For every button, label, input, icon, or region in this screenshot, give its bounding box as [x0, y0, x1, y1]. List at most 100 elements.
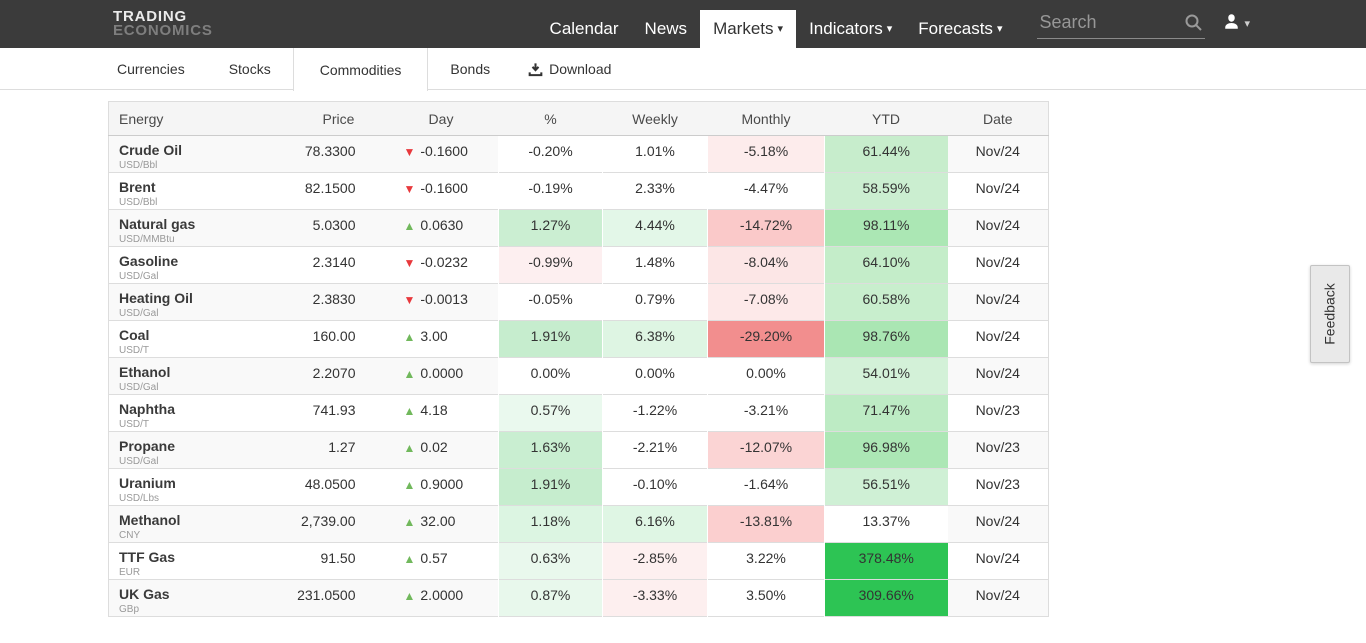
daily-percent-cell: 1.91% — [498, 468, 603, 506]
markets-tab-bar: Currencies Stocks Commodities Bonds Down… — [0, 48, 1366, 91]
commodity-name-link[interactable]: UK Gas — [119, 586, 170, 602]
commodity-name-link[interactable]: Uranium — [119, 475, 176, 491]
price-cell: 2,739.00 — [301, 513, 356, 529]
day-change-value: 32.00 — [420, 513, 456, 529]
table-row[interactable]: Gasoline USD/Gal 2.3140 ▼ -0.0232 -0.99% … — [108, 246, 1049, 284]
weekly-percent-cell: -2.21% — [602, 431, 708, 469]
tab-stocks[interactable]: Stocks — [207, 48, 293, 90]
commodity-unit: USD/Lbs — [119, 493, 160, 504]
commodity-name-link[interactable]: Coal — [119, 327, 150, 343]
change-triangle-icon: ▲ — [403, 441, 416, 455]
table-row[interactable]: Heating Oil USD/Gal 2.3830 ▼ -0.0013 -0.0… — [108, 283, 1049, 321]
tab-commodities[interactable]: Commodities — [292, 48, 429, 91]
table-row[interactable]: Methanol CNY 2,739.00 ▲ 32.00 1.18% 6.16%… — [108, 505, 1049, 543]
commodity-name-link[interactable]: Crude Oil — [119, 142, 183, 158]
energy-cell: Crude Oil USD/Bbl — [109, 136, 294, 173]
tab-bonds[interactable]: Bonds — [428, 48, 512, 90]
table-row[interactable]: Propane USD/Gal 1.27 ▲ 0.02 1.63% -2.21% … — [108, 431, 1049, 469]
commodity-name-link[interactable]: Methanol — [119, 512, 181, 528]
daily-percent-cell: 0.57% — [498, 394, 603, 432]
commodity-name-link[interactable]: Ethanol — [119, 364, 171, 380]
commodity-name-link[interactable]: Natural gas — [119, 216, 196, 232]
date-cell: Nov/24 — [975, 217, 1020, 233]
table-row[interactable]: Brent USD/Bbl 82.1500 ▼ -0.1600 -0.19% 2.… — [108, 172, 1049, 210]
table-row[interactable]: Ethanol USD/Gal 2.2070 ▲ 0.0000 0.00% 0.0… — [108, 357, 1049, 395]
weekly-percent-cell: 0.00% — [602, 357, 708, 395]
commodity-unit: USD/Gal — [119, 271, 159, 282]
monthly-percent-cell: -3.21% — [707, 394, 825, 432]
monthly-percent-cell: 3.22% — [707, 542, 825, 580]
table-row[interactable]: Coal USD/T 160.00 ▲ 3.00 1.91% 6.38% -29.… — [108, 320, 1049, 358]
table-row[interactable]: Natural gas USD/MMBtu 5.0300 ▲ 0.0630 1.2… — [108, 209, 1049, 247]
change-triangle-icon: ▼ — [403, 145, 416, 159]
day-change-cell: ▲ 3.00 — [384, 321, 499, 358]
table-row[interactable]: Crude Oil USD/Bbl 78.3300 ▼ -0.1600 -0.20… — [108, 135, 1049, 173]
change-triangle-icon: ▼ — [403, 256, 416, 270]
table-row[interactable]: TTF Gas EUR 91.50 ▲ 0.57 0.63% -2.85% 3.2… — [108, 542, 1049, 580]
commodity-name-link[interactable]: Brent — [119, 179, 156, 195]
commodity-unit: USD/T — [119, 345, 149, 356]
table-row[interactable]: Naphtha USD/T 741.93 ▲ 4.18 0.57% -1.22% … — [108, 394, 1049, 432]
price-cell: 2.2070 — [312, 365, 356, 381]
monthly-percent-cell: -8.04% — [707, 246, 825, 284]
commodity-name-link[interactable]: Gasoline — [119, 253, 179, 269]
monthly-percent-cell: 0.00% — [707, 357, 825, 395]
day-change-cell: ▼ -0.0013 — [384, 284, 499, 321]
daily-percent-cell: 0.87% — [498, 579, 603, 617]
energy-cell: Heating Oil USD/Gal — [109, 284, 294, 321]
energy-cell: Brent USD/Bbl — [109, 173, 294, 210]
price-cell: 78.3300 — [304, 143, 356, 159]
weekly-percent-cell: 1.01% — [602, 135, 708, 173]
weekly-percent-cell: -0.10% — [602, 468, 708, 506]
monthly-percent-cell: 3.50% — [707, 579, 825, 617]
feedback-button[interactable]: Feedback — [1310, 265, 1350, 363]
day-change-cell: ▲ 2.0000 — [384, 580, 499, 617]
search-icon[interactable] — [1184, 13, 1203, 37]
search-input[interactable] — [1037, 9, 1206, 39]
day-change-cell: ▼ -0.0232 — [384, 247, 499, 284]
commodity-name-link[interactable]: Heating Oil — [119, 290, 193, 306]
nav-item-markets[interactable]: Markets ▾ — [700, 10, 797, 48]
column-header-date: Date — [947, 101, 1049, 136]
user-menu[interactable]: ▾ — [1223, 13, 1250, 35]
weekly-percent-cell: 6.38% — [602, 320, 708, 358]
day-change-cell: ▲ 32.00 — [384, 506, 499, 543]
commodity-unit: USD/Gal — [119, 308, 159, 319]
energy-cell: Coal USD/T — [109, 321, 294, 358]
date-cell: Nov/24 — [975, 254, 1020, 270]
price-cell: 160.00 — [312, 328, 356, 344]
price-cell: 1.27 — [328, 439, 356, 455]
tab-label: Currencies — [117, 61, 185, 77]
download-button[interactable]: Download — [528, 48, 611, 90]
column-header-price: Price — [293, 101, 384, 136]
date-cell: Nov/23 — [975, 402, 1020, 418]
change-triangle-icon: ▲ — [403, 515, 416, 529]
ytd-percent-cell: 71.47% — [824, 394, 948, 432]
day-change-value: -0.0013 — [420, 291, 468, 307]
date-cell: Nov/24 — [975, 291, 1020, 307]
table-row[interactable]: Uranium USD/Lbs 48.0500 ▲ 0.9000 1.91% -0… — [108, 468, 1049, 506]
nav-item-indicators[interactable]: Indicators ▾ — [796, 10, 905, 48]
date-cell: Nov/23 — [975, 476, 1020, 492]
date-cell: Nov/23 — [975, 439, 1020, 455]
logo-line-2: ECONOMICS — [113, 22, 213, 39]
day-change-cell: ▲ 0.02 — [384, 432, 499, 469]
table-row[interactable]: UK Gas GBp 231.0500 ▲ 2.0000 0.87% -3.33%… — [108, 579, 1049, 617]
nav-item-calendar[interactable]: Calendar — [537, 10, 632, 48]
column-header-monthly: Monthly — [707, 101, 825, 136]
commodity-name-link[interactable]: TTF Gas — [119, 549, 176, 565]
energy-cell: Propane USD/Gal — [109, 432, 294, 469]
change-triangle-icon: ▲ — [403, 404, 416, 418]
commodity-unit: CNY — [119, 530, 141, 541]
date-cell: Nov/24 — [975, 587, 1020, 603]
monthly-percent-cell: -5.18% — [707, 135, 825, 173]
ytd-percent-cell: 54.01% — [824, 357, 948, 395]
commodity-name-link[interactable]: Naphtha — [119, 401, 175, 417]
commodity-name-link[interactable]: Propane — [119, 438, 176, 454]
nav-item-news[interactable]: News — [632, 10, 701, 48]
commodity-unit: USD/T — [119, 419, 149, 430]
price-cell: 231.0500 — [297, 587, 356, 603]
tab-currencies[interactable]: Currencies — [95, 48, 207, 90]
trading-economics-logo[interactable]: TRADING ECONOMICS — [113, 9, 213, 39]
nav-item-forecasts[interactable]: Forecasts ▾ — [905, 10, 1015, 48]
